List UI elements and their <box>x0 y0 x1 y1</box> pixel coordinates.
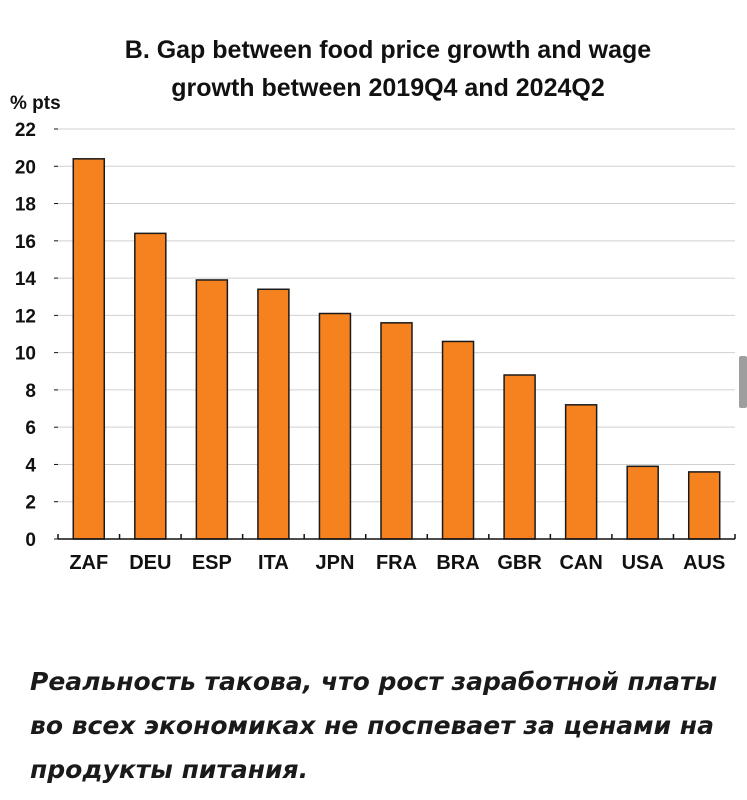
x-tick-label: CAN <box>559 552 602 574</box>
x-tick-labels: ZAF DEU ESP ITA JPN FRA BRA GBR CAN USA AUS <box>69 552 725 574</box>
bar-chart: B. Gap between food price growth and wag… <box>10 36 736 574</box>
scrollbar-thumb[interactable] <box>739 356 747 408</box>
y-tick-label: 18 <box>15 195 36 216</box>
x-tick-label: FRA <box>376 552 417 574</box>
bar-bra <box>441 340 475 540</box>
x-tick-label: BRA <box>436 552 479 574</box>
axes <box>54 128 736 540</box>
y-tick-label: 8 <box>25 381 36 402</box>
x-tick-label: AUS <box>683 552 725 574</box>
y-tick-label: 16 <box>15 232 36 253</box>
x-tick-label: DEU <box>129 552 171 574</box>
x-tick-label: USA <box>622 552 664 574</box>
bar-zaf <box>72 158 106 540</box>
y-tick-label: 4 <box>25 455 36 476</box>
bar-gbr <box>503 374 536 540</box>
x-tick-label: GBR <box>497 552 542 574</box>
y-tick-label: 12 <box>15 306 36 327</box>
y-tick-label: 22 <box>15 120 36 141</box>
chart-title-line-2: growth between 2019Q4 and 2024Q2 <box>171 74 605 102</box>
bar-aus <box>687 471 721 540</box>
bar-fra <box>380 322 413 540</box>
chart-title-line-1: B. Gap between food price growth and wag… <box>125 36 652 64</box>
y-axis-label: % pts <box>10 93 61 114</box>
bar-can <box>564 404 598 540</box>
x-tick-label: JPN <box>316 552 355 574</box>
y-tick-label: 2 <box>25 493 36 514</box>
y-tick-label: 10 <box>15 344 36 365</box>
bar-ita <box>257 288 290 540</box>
y-tick-label: 0 <box>25 530 36 551</box>
bar-esp <box>195 279 229 540</box>
bar-jpn <box>318 312 352 540</box>
y-tick-label: 20 <box>15 157 36 178</box>
y-tick-label: 14 <box>15 269 37 290</box>
y-tick-label: 6 <box>25 418 36 439</box>
x-tick-label: ZAF <box>69 552 108 574</box>
bars <box>72 158 721 540</box>
x-tick-label: ESP <box>192 552 232 574</box>
caption-text: Реальность такова, что рост заработной п… <box>30 667 718 784</box>
bar-deu <box>134 232 167 540</box>
x-tick-label: ITA <box>258 552 289 574</box>
y-tick-labels: 0 2 4 6 8 10 12 14 16 18 20 22 <box>15 120 37 551</box>
bar-usa <box>626 465 659 540</box>
